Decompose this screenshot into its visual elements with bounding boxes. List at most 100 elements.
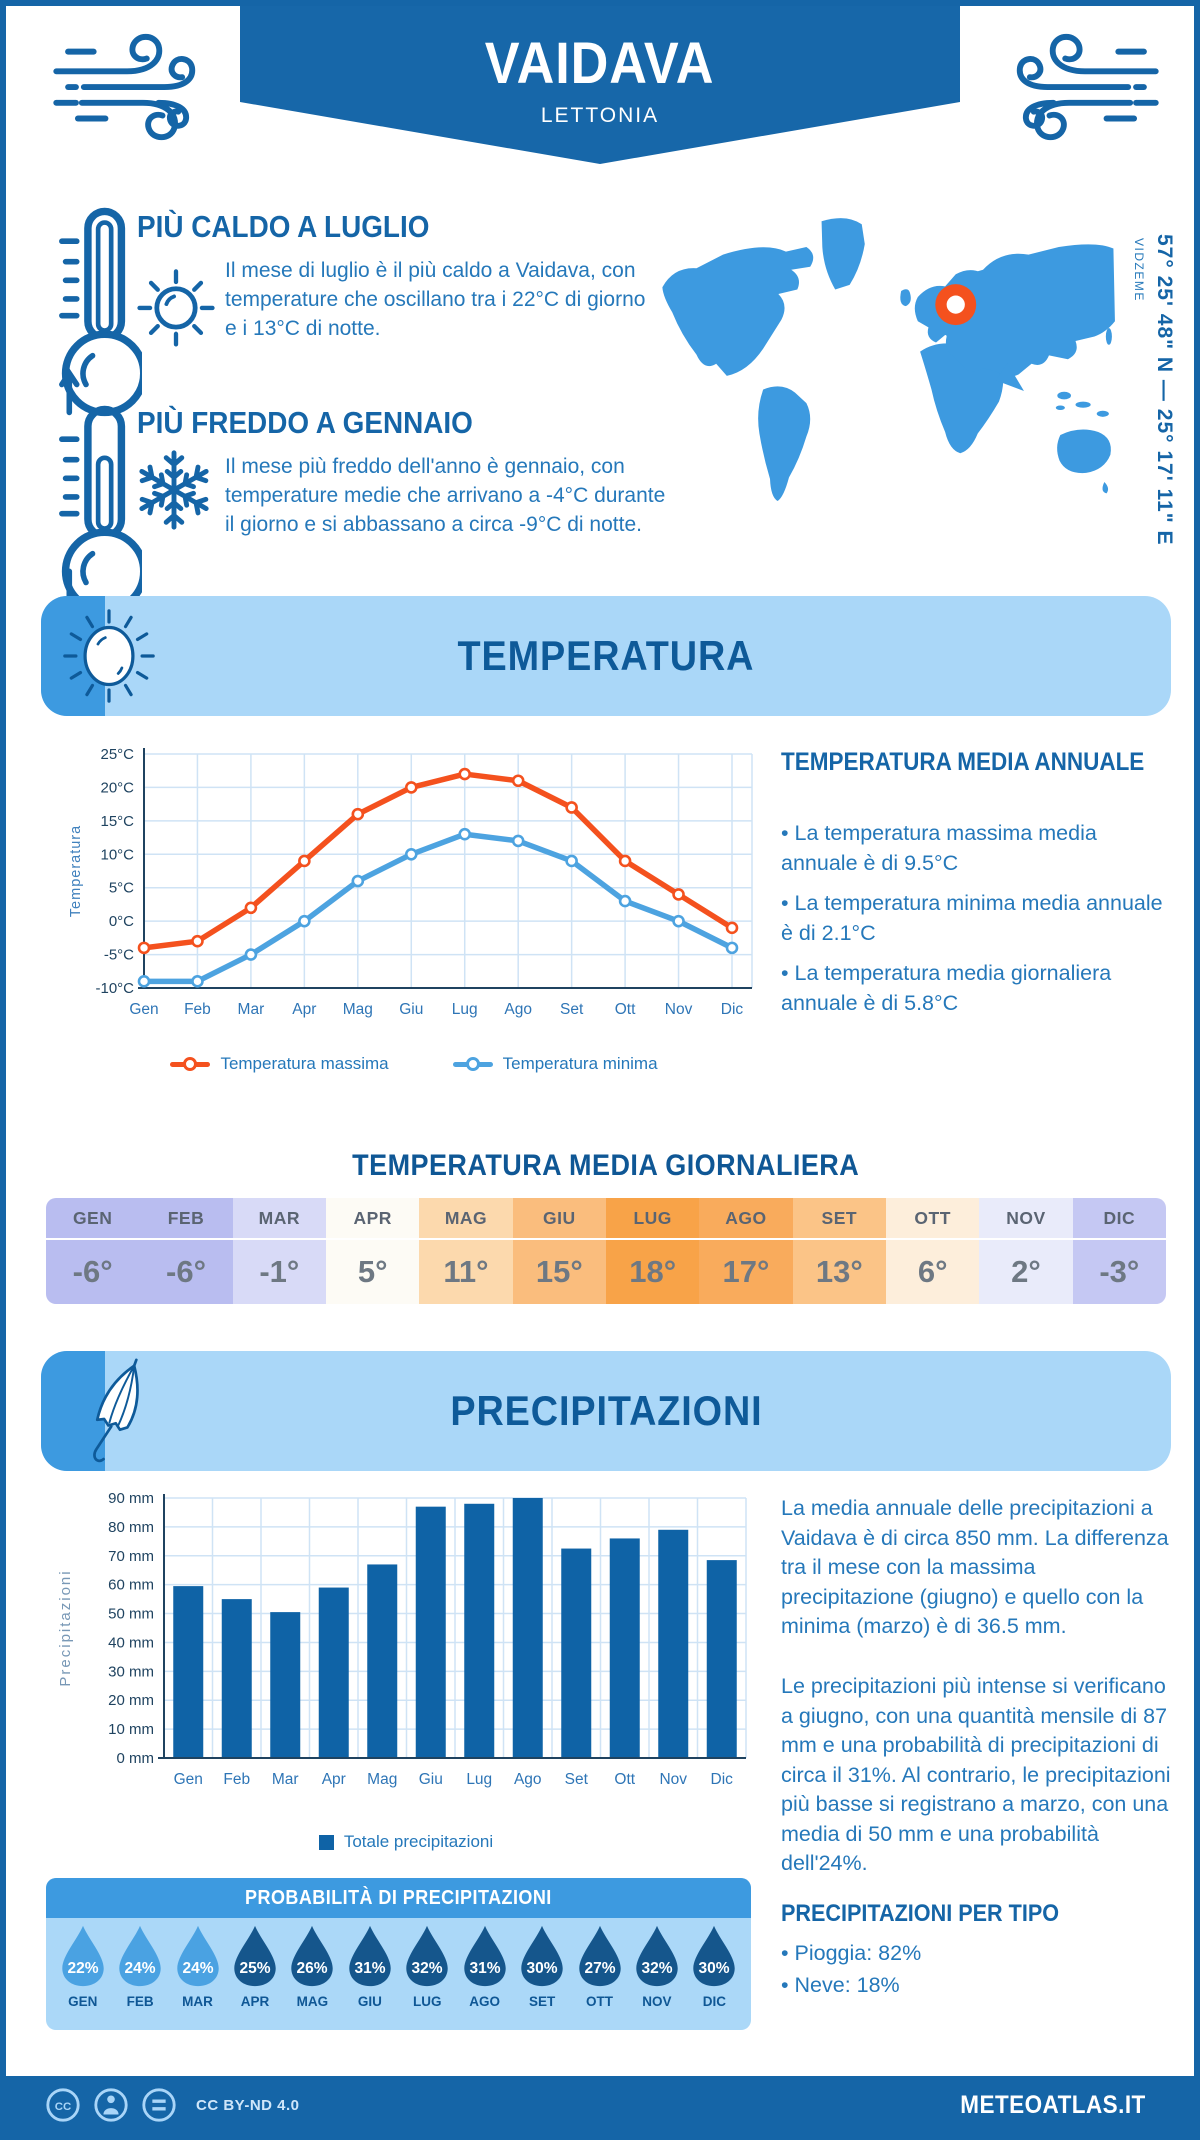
cold-month-text: Il mese più freddo dell'anno è gennaio, … <box>225 455 666 536</box>
water-drop-icon: 24% <box>176 1925 219 1987</box>
legend-label-total: Totale precipitazioni <box>343 1832 494 1851</box>
svg-text:Precipitazioni: Precipitazioni <box>57 1569 74 1686</box>
world-map <box>662 218 1115 501</box>
svg-text:Gen: Gen <box>129 1001 158 1018</box>
rain-share-item: • Pioggia: 82% <box>781 1941 922 1965</box>
drop-month-label: MAG <box>296 1994 329 2009</box>
svg-text:Apr: Apr <box>292 1001 316 1018</box>
svg-text:22%: 22% <box>67 1960 98 1977</box>
table-temp-value: -6° <box>139 1240 233 1304</box>
precipitation-paragraph-1: La media annuale delle precipitazioni a … <box>781 1496 1169 1638</box>
license-group: CC CC BY-ND 4.0 <box>44 2086 300 2124</box>
table-month-header: GEN <box>46 1198 140 1240</box>
location-marker <box>935 284 977 326</box>
svg-text:Mar: Mar <box>238 1001 265 1018</box>
svg-text:27%: 27% <box>584 1960 615 1977</box>
drop-month-label: AGO <box>469 1994 501 2009</box>
temperature-chart-legend: Temperatura massima Temperatura minima <box>64 1054 764 1074</box>
wind-icon <box>53 33 196 141</box>
table-temp-value: 5° <box>326 1240 420 1304</box>
table-temp-value: 17° <box>699 1240 793 1304</box>
table-temp-value: 6° <box>886 1240 980 1304</box>
table-temp-value: -3° <box>1072 1240 1166 1304</box>
water-drop-icon: 30% <box>521 1925 563 1987</box>
umbrella-icon <box>93 1358 139 1463</box>
svg-text:Nov: Nov <box>659 1771 687 1788</box>
svg-text:-10°C: -10°C <box>95 980 134 997</box>
probability-drop: 30% SET <box>513 1924 570 2009</box>
drop-month-label: OTT <box>586 1994 613 2009</box>
thermometer-down-icon <box>59 405 142 616</box>
legend-label-min: Temperatura minima <box>502 1054 658 1073</box>
table-month-header: OTT <box>886 1198 980 1240</box>
sun-icon <box>137 269 215 347</box>
svg-text:Set: Set <box>565 1771 589 1788</box>
drop-month-label: DIC <box>702 1994 726 2009</box>
table-temp-value: 11° <box>419 1240 513 1304</box>
water-drop-icon: 31% <box>349 1925 391 1987</box>
svg-text:10°C: 10°C <box>100 846 134 863</box>
table-month-header: MAG <box>419 1198 513 1240</box>
probability-panel: PROBABILITÀ DI PRECIPITAZIONI 22% GEN 24… <box>46 1878 751 2030</box>
probability-drop: 22% GEN <box>54 1924 111 2009</box>
svg-text:0°C: 0°C <box>109 913 134 930</box>
svg-text:50 mm: 50 mm <box>108 1606 154 1623</box>
water-drop-icon: 24% <box>119 1925 161 1987</box>
drop-month-label: LUG <box>412 1994 442 2009</box>
precipitation-section-banner: PRECIPITAZIONI <box>41 1351 1171 1471</box>
svg-text:20 mm: 20 mm <box>108 1692 154 1709</box>
svg-text:Lug: Lug <box>452 1001 478 1018</box>
svg-text:Ago: Ago <box>514 1771 542 1788</box>
probability-drop: 31% AGO <box>456 1924 513 2009</box>
drop-month-label: MAR <box>182 1994 213 2009</box>
legend-item-max: Temperatura massima <box>170 1054 389 1074</box>
svg-text:Mag: Mag <box>343 1001 373 1018</box>
license-label: CC BY-ND 4.0 <box>196 2096 300 2114</box>
svg-text:Mag: Mag <box>367 1771 397 1788</box>
legend-label-max: Temperatura massima <box>220 1054 389 1073</box>
table-month-header: APR <box>326 1198 420 1240</box>
annual-temperature-title: TEMPERATURA MEDIA ANNUALE <box>781 748 1145 776</box>
daily-temperature-title: TEMPERATURA MEDIA GIORNALIERA <box>352 1149 860 1182</box>
svg-text:32%: 32% <box>641 1960 672 1977</box>
precipitation-types-title: PRECIPITAZIONI PER TIPO <box>781 1900 1060 1927</box>
svg-text:80 mm: 80 mm <box>108 1519 154 1536</box>
water-drop-icon: 26% <box>291 1925 334 1987</box>
hot-month-text: Il mese di luglio è il più caldo a Vaida… <box>225 259 646 340</box>
table-month-header: DIC <box>1072 1198 1166 1240</box>
precipitation-chart-legend: Totale precipitazioni <box>46 1832 766 1852</box>
svg-text:25°C: 25°C <box>100 746 134 763</box>
svg-text:Feb: Feb <box>223 1771 250 1788</box>
probability-drop: 25% APR <box>226 1924 283 2009</box>
water-drop-icon: 32% <box>406 1925 448 1987</box>
svg-text:Nov: Nov <box>665 1001 693 1018</box>
svg-text:Ott: Ott <box>614 1771 635 1788</box>
probability-drop: 31% GIU <box>341 1924 398 2009</box>
coordinates-label: 57° 25' 48" N — 25° 17' 11" E <box>1153 234 1176 546</box>
svg-text:0 mm: 0 mm <box>117 1750 155 1767</box>
table-temp-value: -6° <box>46 1240 140 1304</box>
svg-text:30 mm: 30 mm <box>108 1663 154 1680</box>
min-line-marker <box>452 1057 493 1071</box>
table-month-header: AGO <box>699 1198 793 1240</box>
probability-title: PROBABILITÀ DI PRECIPITAZIONI <box>46 1878 751 1918</box>
table-month-header: GIU <box>512 1198 606 1240</box>
table-temp-value: -1° <box>232 1240 326 1304</box>
svg-text:Temperatura: Temperatura <box>68 825 84 917</box>
water-drop-icon: 22% <box>61 1925 104 1987</box>
svg-text:32%: 32% <box>412 1960 443 1977</box>
legend-item-min: Temperatura minima <box>452 1054 658 1074</box>
table-month-header: LUG <box>606 1198 700 1240</box>
probability-drop: 27% OTT <box>571 1924 628 2009</box>
svg-text:5°C: 5°C <box>109 880 134 897</box>
water-drop-icon: 31% <box>463 1925 506 1987</box>
svg-text:CC: CC <box>55 2101 71 2113</box>
probability-drop: 24% FEB <box>111 1924 168 2009</box>
svg-text:31%: 31% <box>469 1960 500 1977</box>
table-temp-value: 15° <box>512 1240 606 1304</box>
probability-drops-row: 22% GEN 24% FEB 24% MAR 25% APR <box>46 1918 751 2009</box>
svg-text:24%: 24% <box>182 1960 213 1977</box>
sun-banner-icon <box>63 609 155 703</box>
annual-mean-item: • La temperatura media giornaliera annua… <box>781 961 1112 1015</box>
footer-bar: CC CC BY-ND 4.0 METEOATLAS.IT <box>6 2076 1194 2134</box>
